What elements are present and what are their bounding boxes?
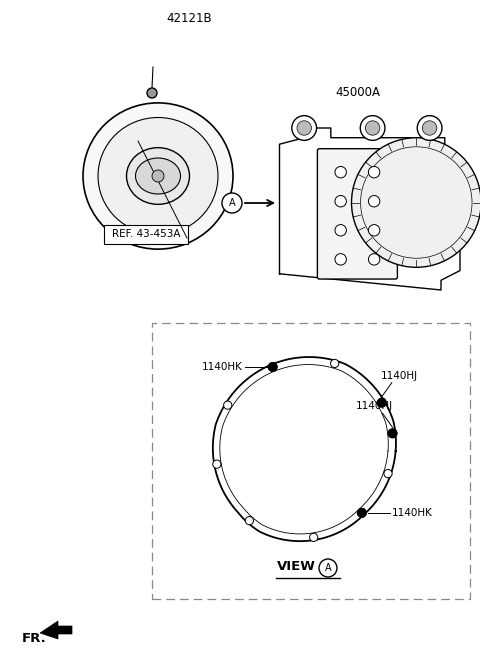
Circle shape <box>222 193 242 213</box>
Circle shape <box>335 225 347 236</box>
Circle shape <box>224 401 232 409</box>
FancyBboxPatch shape <box>317 149 397 279</box>
Ellipse shape <box>98 117 218 234</box>
Circle shape <box>331 360 339 368</box>
Circle shape <box>378 399 386 407</box>
Polygon shape <box>40 621 72 639</box>
Text: A: A <box>324 563 331 573</box>
Circle shape <box>369 195 380 207</box>
Circle shape <box>357 508 367 517</box>
Text: 1140HJ: 1140HJ <box>356 401 393 411</box>
Text: 45000A: 45000A <box>336 86 381 99</box>
Circle shape <box>388 429 397 438</box>
Circle shape <box>245 517 253 525</box>
Circle shape <box>335 195 347 207</box>
Text: VIEW: VIEW <box>276 560 315 573</box>
Circle shape <box>269 363 277 371</box>
Circle shape <box>369 254 380 265</box>
Circle shape <box>369 225 380 236</box>
Text: A: A <box>228 198 235 208</box>
Ellipse shape <box>127 148 190 205</box>
Circle shape <box>365 121 380 136</box>
Circle shape <box>377 398 386 407</box>
Ellipse shape <box>152 170 164 182</box>
Circle shape <box>310 533 318 541</box>
Circle shape <box>292 115 316 140</box>
Circle shape <box>213 460 221 468</box>
Text: 1140HK: 1140HK <box>392 508 432 518</box>
Circle shape <box>147 88 157 98</box>
Circle shape <box>351 138 480 267</box>
Ellipse shape <box>83 103 233 249</box>
FancyBboxPatch shape <box>104 225 188 244</box>
Circle shape <box>335 254 347 265</box>
Text: 1140HK: 1140HK <box>202 362 243 372</box>
Circle shape <box>268 362 277 372</box>
Ellipse shape <box>135 158 180 194</box>
Circle shape <box>384 470 392 478</box>
Circle shape <box>319 559 337 577</box>
Circle shape <box>369 166 380 178</box>
Text: REF. 43-453A: REF. 43-453A <box>112 229 180 239</box>
Circle shape <box>297 121 312 136</box>
Circle shape <box>335 166 347 178</box>
Circle shape <box>422 121 437 136</box>
Text: FR.: FR. <box>22 632 47 645</box>
Text: 1140HJ: 1140HJ <box>381 370 419 380</box>
Circle shape <box>360 115 385 140</box>
Circle shape <box>388 429 396 437</box>
Circle shape <box>417 115 442 140</box>
Circle shape <box>358 509 366 517</box>
Text: 42121B: 42121B <box>166 12 212 25</box>
